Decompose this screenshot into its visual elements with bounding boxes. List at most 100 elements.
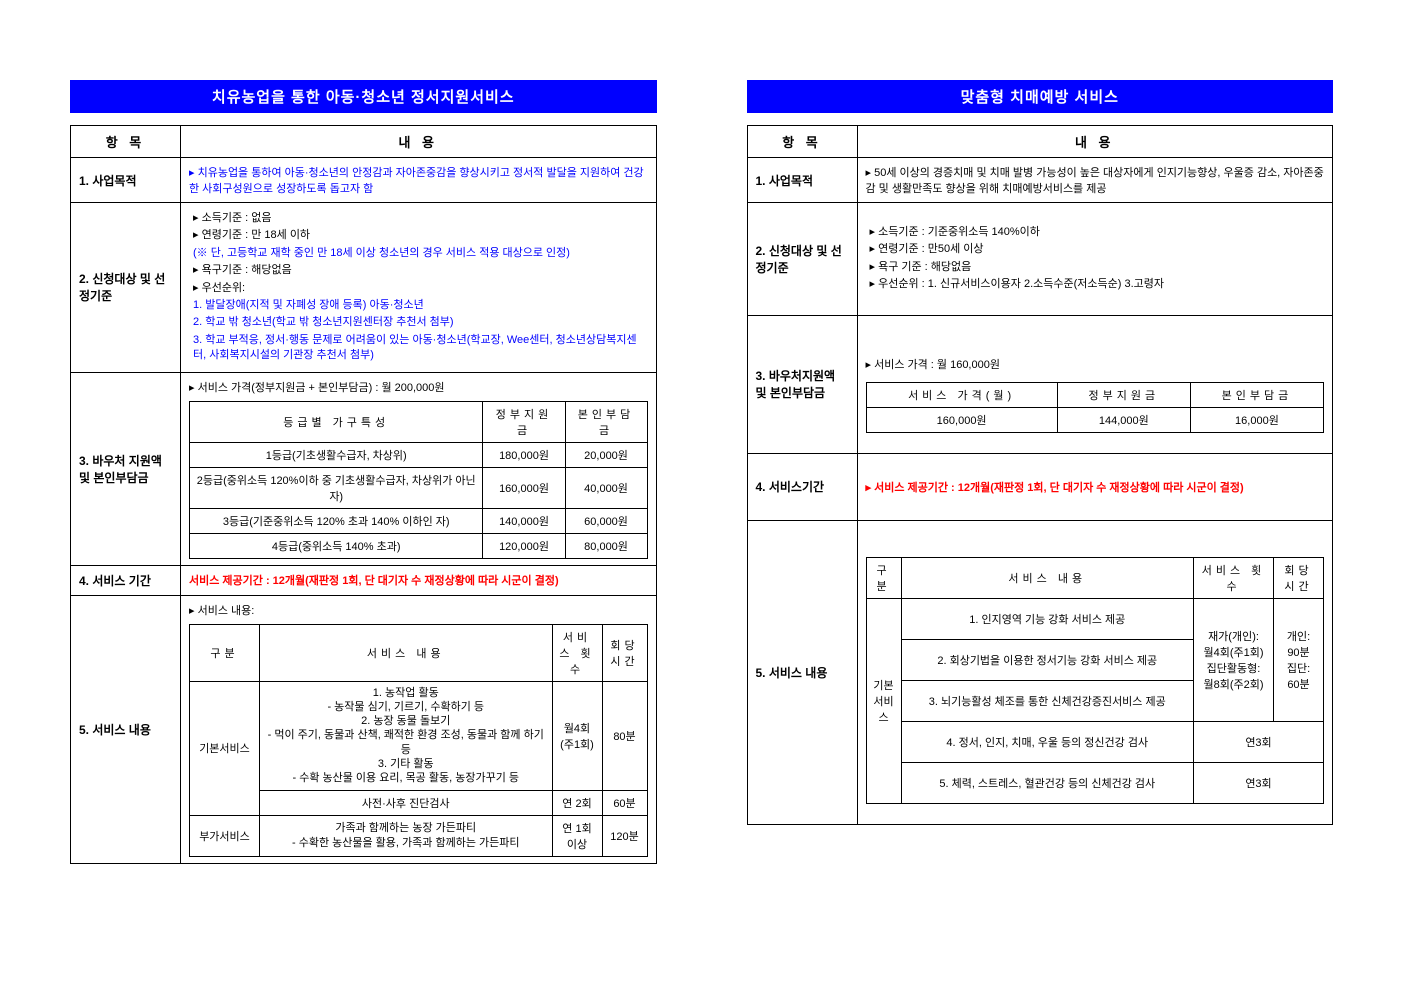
left-title-bar: 치유농업을 통한 아동·청소년 정서지원서비스 — [70, 80, 657, 113]
st-diag-freq: 연 2회 — [552, 790, 602, 815]
r-label-criteria: 2. 신청대상 및 선정기준 — [747, 203, 857, 316]
vt-r1c2: 160,000원 — [483, 467, 565, 508]
service-table: 구분 서비스 내용 서비스 횟수 회당시간 기본서비스 1. 농작업 활동 - … — [189, 624, 648, 857]
r-header-col1: 항 목 — [747, 126, 857, 158]
st-h3: 서비스 횟수 — [552, 624, 602, 681]
r-content-service: 구분 서비스 내용 서비스 횟수 회당시간 기본 서비 스 1. 인지영역 기능… — [857, 520, 1333, 824]
rst-h2: 서비스 내용 — [901, 557, 1194, 598]
rst-h3: 서비스 횟수 — [1194, 557, 1274, 598]
st-addon-time: 120분 — [602, 815, 647, 856]
content-criteria: 소득기준 : 없음 연령기준 : 만 18세 이하 (※ 단, 고등학교 재학 … — [181, 203, 657, 373]
vt-r2c2: 140,000원 — [483, 508, 565, 533]
rst-time123: 개인: 90분 집단: 60분 — [1274, 598, 1324, 721]
criteria-priority-label: 우선순위: — [193, 281, 648, 296]
r-criteria-age: 연령기준 : 만50세 이상 — [870, 242, 1325, 257]
purpose-text: 치유농업을 통하여 아동·청소년의 안정감과 자아존중감을 향상시키고 정서적 … — [189, 167, 644, 195]
r-period-text: 서비스 제공기간 : 12개월(재판정 1회, 단 대기자 수 재정상황에 따라… — [874, 482, 1244, 494]
r-row-purpose: 1. 사업목적 50세 이상의 경증치매 및 치매 발병 가능성이 높은 대상자… — [747, 158, 1333, 203]
vt-r0c1: 1등급(기초생활수급자, 차상위) — [190, 442, 483, 467]
rst-s1: 1. 인지영역 기능 강화 서비스 제공 — [901, 598, 1194, 639]
r-label-service: 5. 서비스 내용 — [747, 520, 857, 824]
rst-f5: 연3회 — [1194, 762, 1324, 803]
label-purpose: 1. 사업목적 — [71, 158, 181, 203]
rst-f4: 연3회 — [1194, 721, 1324, 762]
vt-r1c1: 2등급(중위소득 120%이하 중 기초생활수급자, 차상위가 아닌자) — [190, 467, 483, 508]
rst-s5: 5. 체력, 스트레스, 혈관건강 등의 신체건강 검사 — [901, 762, 1194, 803]
r-label-voucher: 3. 바우처지원액 및 본인부담금 — [747, 315, 857, 453]
content-service: 서비스 내용: 구분 서비스 내용 서비스 횟수 회당시간 기본서비스 1. 농… — [181, 595, 657, 863]
r-content-voucher: 서비스 가격 : 월 160,000원 서비스 가격(월) 정부지원금 본인부담… — [857, 315, 1333, 453]
rvt-v1: 160,000원 — [866, 407, 1057, 432]
vt-r3c1: 4등급(중위소득 140% 초과) — [190, 533, 483, 558]
r-content-period: ▸ 서비스 제공기간 : 12개월(재판정 1회, 단 대기자 수 재정상황에 … — [857, 453, 1333, 520]
label-period: 4. 서비스 기간 — [71, 565, 181, 595]
st-basic-content: 1. 농작업 활동 - 농작물 심기, 기르기, 수확하기 등 2. 농장 동물… — [260, 681, 553, 790]
row-criteria: 2. 신청대상 및 선정기준 소득기준 : 없음 연령기준 : 만 18세 이하… — [71, 203, 657, 373]
r-label-purpose: 1. 사업목적 — [747, 158, 857, 203]
header-row: 항 목 내 용 — [71, 126, 657, 158]
st-basic-time: 80분 — [602, 681, 647, 790]
r-period-bullet: ▸ — [866, 482, 875, 494]
st-h1: 구분 — [190, 624, 260, 681]
st-basic-label: 기본서비스 — [190, 681, 260, 815]
vt-r2c1: 3등급(기준중위소득 120% 초과 140% 이하인 자) — [190, 508, 483, 533]
rst-h1: 구분 — [866, 557, 901, 598]
service-intro: 서비스 내용: — [189, 602, 648, 618]
criteria-age-note: (※ 단, 고등학교 재학 중인 만 18세 이상 청소년의 경우 서비스 적용… — [193, 246, 648, 261]
st-diag-time: 60분 — [602, 790, 647, 815]
header-col1: 항 목 — [71, 126, 181, 158]
left-main-table: 항 목 내 용 1. 사업목적 치유농업을 통하여 아동·청소년의 안정감과 자… — [70, 125, 657, 864]
r-voucher-price-line: 서비스 가격 : 월 160,000원 — [866, 356, 1325, 372]
r-purpose-text: 50세 이상의 경증치매 및 치매 발병 가능성이 높은 대상자에게 인지기능향… — [866, 167, 1324, 195]
r-label-period: 4. 서비스기간 — [747, 453, 857, 520]
rvt-h3: 본인부담금 — [1190, 382, 1323, 407]
right-document: 맞춤형 치매예방 서비스 항 목 내 용 1. 사업목적 50세 이상의 경증치… — [747, 80, 1334, 912]
priority-3: 3. 학교 부적응, 정서·행동 문제로 어려움이 있는 아동·청소년(학교장,… — [193, 333, 648, 364]
rvt-v3: 16,000원 — [1190, 407, 1323, 432]
label-criteria: 2. 신청대상 및 선정기준 — [71, 203, 181, 373]
r-row-criteria: 2. 신청대상 및 선정기준 소득기준 : 기준중위소득 140%이하 연령기준… — [747, 203, 1333, 316]
vt-r1c3: 40,000원 — [565, 467, 647, 508]
r-header-col2: 내 용 — [857, 126, 1333, 158]
header-col2: 내 용 — [181, 126, 657, 158]
vt-h2: 정부지원금 — [483, 401, 565, 442]
rvt-v2: 144,000원 — [1057, 407, 1190, 432]
r-service-table: 구분 서비스 내용 서비스 횟수 회당시간 기본 서비 스 1. 인지영역 기능… — [866, 557, 1325, 804]
r-row-voucher: 3. 바우처지원액 및 본인부담금 서비스 가격 : 월 160,000원 서비… — [747, 315, 1333, 453]
content-voucher: 서비스 가격(정부지원금 + 본인부담금) : 월 200,000원 등급별 가… — [181, 372, 657, 565]
right-main-table: 항 목 내 용 1. 사업목적 50세 이상의 경증치매 및 치매 발병 가능성… — [747, 125, 1334, 825]
label-voucher: 3. 바우처 지원액 및 본인부담금 — [71, 372, 181, 565]
row-purpose: 1. 사업목적 치유농업을 통하여 아동·청소년의 안정감과 자아존중감을 향상… — [71, 158, 657, 203]
rst-freq123: 재가(개인): 월4회(주1회) 집단활동형: 월8회(주2회) — [1194, 598, 1274, 721]
st-addon-content: 가족과 함께하는 농장 가든파티 - 수확한 농산물을 활용, 가족과 함께하는… — [260, 815, 553, 856]
r-header-row: 항 목 내 용 — [747, 126, 1333, 158]
content-period: 서비스 제공기간 : 12개월(재판정 1회, 단 대기자 수 재정상황에 따라… — [181, 565, 657, 595]
r-content-criteria: 소득기준 : 기준중위소득 140%이하 연령기준 : 만50세 이상 욕구 기… — [857, 203, 1333, 316]
voucher-table: 등급별 가구특성 정부지원금 본인부담금 1등급(기초생활수급자, 차상위)18… — [189, 401, 648, 559]
priority-1: 1. 발달장애(지적 및 자폐성 장애 등록) 아동·청소년 — [193, 298, 648, 313]
st-basic-freq: 월4회 (주1회) — [552, 681, 602, 790]
left-document: 치유농업을 통한 아동·청소년 정서지원서비스 항 목 내 용 1. 사업목적 … — [70, 80, 657, 912]
st-addon-freq: 연 1회 이상 — [552, 815, 602, 856]
rvt-h2: 정부지원금 — [1057, 382, 1190, 407]
criteria-needs: 욕구기준 : 해당없음 — [193, 263, 648, 278]
right-title-bar: 맞춤형 치매예방 서비스 — [747, 80, 1334, 113]
vt-r0c3: 20,000원 — [565, 442, 647, 467]
rst-h4: 회당시간 — [1274, 557, 1324, 598]
vt-h3: 본인부담금 — [565, 401, 647, 442]
r-criteria-income: 소득기준 : 기준중위소득 140%이하 — [870, 225, 1325, 240]
voucher-price-line: 서비스 가격(정부지원금 + 본인부담금) : 월 200,000원 — [189, 379, 648, 395]
row-period: 4. 서비스 기간 서비스 제공기간 : 12개월(재판정 1회, 단 대기자 … — [71, 565, 657, 595]
priority-2: 2. 학교 밖 청소년(학교 밖 청소년지원센터장 추천서 첨부) — [193, 315, 648, 330]
vt-r0c2: 180,000원 — [483, 442, 565, 467]
label-service: 5. 서비스 내용 — [71, 595, 181, 863]
vt-h1: 등급별 가구특성 — [190, 401, 483, 442]
vt-r3c3: 80,000원 — [565, 533, 647, 558]
criteria-age: 연령기준 : 만 18세 이하 — [193, 228, 648, 243]
r-row-period: 4. 서비스기간 ▸ 서비스 제공기간 : 12개월(재판정 1회, 단 대기자… — [747, 453, 1333, 520]
r-criteria-needs: 욕구 기준 : 해당없음 — [870, 260, 1325, 275]
r-row-service: 5. 서비스 내용 구분 서비스 내용 서비스 횟수 회당시간 기본 서비 스 … — [747, 520, 1333, 824]
vt-r3c2: 120,000원 — [483, 533, 565, 558]
row-voucher: 3. 바우처 지원액 및 본인부담금 서비스 가격(정부지원금 + 본인부담금)… — [71, 372, 657, 565]
st-addon-label: 부가서비스 — [190, 815, 260, 856]
